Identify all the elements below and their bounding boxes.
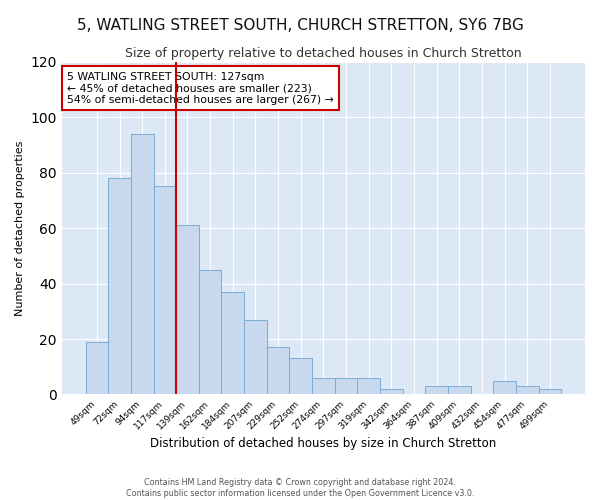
- Bar: [176, 226, 199, 394]
- Y-axis label: Number of detached properties: Number of detached properties: [15, 140, 25, 316]
- Bar: [289, 358, 312, 394]
- Title: Size of property relative to detached houses in Church Stretton: Size of property relative to detached ho…: [125, 48, 522, 60]
- Bar: [358, 378, 380, 394]
- Text: Contains HM Land Registry data © Crown copyright and database right 2024.
Contai: Contains HM Land Registry data © Crown c…: [126, 478, 474, 498]
- X-axis label: Distribution of detached houses by size in Church Stretton: Distribution of detached houses by size …: [150, 437, 497, 450]
- Bar: [154, 186, 176, 394]
- Bar: [448, 386, 470, 394]
- Bar: [312, 378, 335, 394]
- Bar: [335, 378, 358, 394]
- Bar: [86, 342, 108, 394]
- Bar: [493, 380, 516, 394]
- Bar: [539, 389, 561, 394]
- Bar: [516, 386, 539, 394]
- Bar: [244, 320, 267, 394]
- Text: 5 WATLING STREET SOUTH: 127sqm
← 45% of detached houses are smaller (223)
54% of: 5 WATLING STREET SOUTH: 127sqm ← 45% of …: [67, 72, 334, 105]
- Text: 5, WATLING STREET SOUTH, CHURCH STRETTON, SY6 7BG: 5, WATLING STREET SOUTH, CHURCH STRETTON…: [77, 18, 523, 32]
- Bar: [267, 348, 289, 395]
- Bar: [221, 292, 244, 394]
- Bar: [131, 134, 154, 394]
- Bar: [425, 386, 448, 394]
- Bar: [380, 389, 403, 394]
- Bar: [108, 178, 131, 394]
- Bar: [199, 270, 221, 394]
